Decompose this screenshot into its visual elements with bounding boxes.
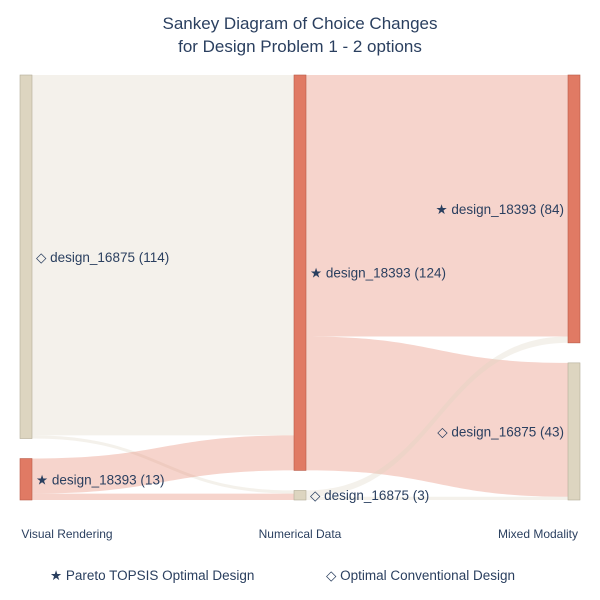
node-vr_16875 <box>19 74 33 439</box>
legend-item-0: ★ Pareto TOPSIS Optimal Design <box>50 568 254 583</box>
node-label-mm_18393: ★ design_18393 (84) <box>436 202 564 217</box>
stage-labels: Visual Rendering Numerical Data Mixed Moda… <box>21 527 578 541</box>
labels-layer: ◇ design_16875 (114) ★ design_18393 (13) ★… <box>36 202 564 503</box>
link-nd_18393-to-mm_18393 <box>306 75 568 337</box>
node-label-vr_16875: ◇ design_16875 (114) <box>36 250 169 265</box>
node-label-nd_16875: ◇ design_16875 (3) <box>310 488 429 503</box>
node-mm_16875 <box>567 362 581 501</box>
node-label-vr_18393: ★ design_18393 (13) <box>36 472 164 487</box>
link-vr_18393-to-nd_18393 <box>32 435 294 494</box>
link-vr_18393-to-nd_16875 <box>32 493 294 500</box>
link-vr_16875-to-nd_16875 <box>32 435 294 494</box>
link-nd_18393-to-mm_16875 <box>306 336 568 497</box>
node-nd_18393 <box>293 74 307 471</box>
legend-item-1: ◇ Optimal Conventional Design <box>326 568 515 583</box>
link-nd_16875-to-mm_18393 <box>306 336 568 497</box>
legend: ★ Pareto TOPSIS Optimal Design ◇ Optimal … <box>50 568 515 583</box>
stage-label-1: Numerical Data <box>259 527 342 541</box>
chart-title: Sankey Diagram of Choice Changes <box>163 14 438 33</box>
stage-label-2: Mixed Modality <box>498 527 578 541</box>
link-vr_16875-to-nd_18393 <box>32 75 294 436</box>
nodes-layer <box>19 74 581 501</box>
chart-subtitle: for Design Problem 1 - 2 options <box>178 37 422 56</box>
node-label-nd_18393: ★ design_18393 (124) <box>310 266 446 281</box>
node-nd_16875 <box>293 490 307 501</box>
node-mm_18393 <box>567 74 581 344</box>
node-label-mm_16875: ◇ design_16875 (43) <box>437 424 564 439</box>
links-layer <box>32 75 568 500</box>
link-nd_16875-to-mm_16875 <box>306 496 568 500</box>
node-vr_18393 <box>19 458 33 501</box>
stage-label-0: Visual Rendering <box>21 527 112 541</box>
